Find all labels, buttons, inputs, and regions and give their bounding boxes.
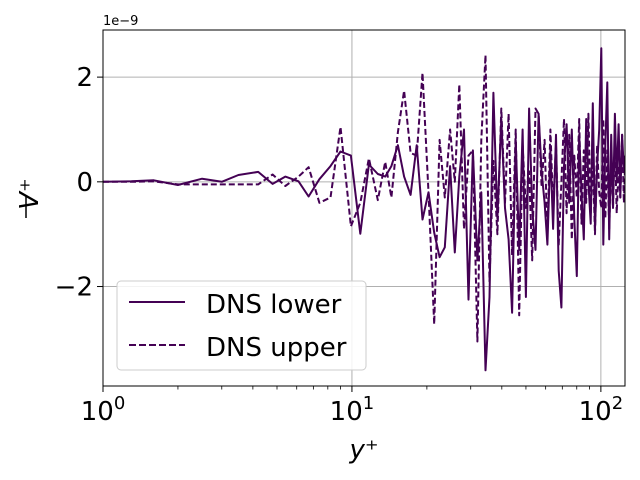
legend-label-dns-upper: DNS upper	[206, 333, 347, 363]
y-tick-label: −2	[55, 273, 93, 303]
x-tick-label: 100	[81, 393, 126, 427]
legend-box	[116, 280, 367, 371]
y-axis-label: V⁺	[15, 178, 45, 210]
y-tick-label: 0	[76, 168, 93, 198]
offset-text: 1e−9	[103, 14, 138, 29]
legend-label-dns-lower: DNS lower	[206, 290, 342, 320]
x-tick-label: 101	[330, 393, 375, 427]
series-lines	[103, 47, 625, 372]
legend: DNS lower DNS upper	[116, 280, 367, 371]
x-tick-label: 102	[579, 393, 624, 427]
y-tick-label: 2	[76, 63, 93, 93]
x-axis-label: y⁺	[348, 435, 378, 465]
axes-frame	[102, 29, 626, 387]
series-line-dns-upper	[103, 54, 625, 343]
